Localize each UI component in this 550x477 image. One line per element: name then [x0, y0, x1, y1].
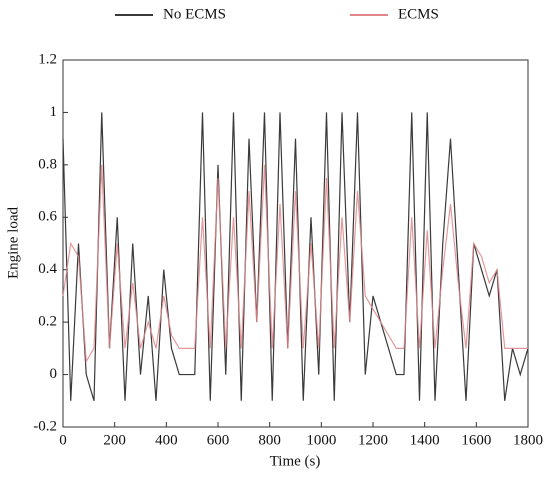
x-tick-label: 400 — [155, 432, 178, 448]
y-tick-label: 0.2 — [38, 314, 57, 330]
x-tick-label: 1400 — [410, 432, 440, 448]
x-tick-label: 1200 — [358, 432, 388, 448]
legend-label: ECMS — [398, 6, 439, 22]
x-tick-label: 1000 — [306, 432, 336, 448]
legend-label: No ECMS — [163, 6, 226, 22]
y-tick-label: 0.6 — [38, 209, 57, 225]
x-tick-label: 0 — [59, 432, 67, 448]
x-tick-label: 1800 — [513, 432, 543, 448]
x-tick-label: 200 — [103, 432, 126, 448]
y-tick-label: 0.8 — [38, 156, 57, 172]
x-axis-label: Time (s) — [270, 453, 321, 469]
y-tick-label: 0.4 — [38, 261, 57, 277]
x-tick-label: 600 — [207, 432, 230, 448]
data-line — [62, 164, 528, 364]
y-tick-label: 1.2 — [38, 51, 57, 67]
x-tick-label: 1600 — [461, 432, 491, 448]
y-axis-label: Engine load — [5, 206, 21, 279]
x-tick-label: 800 — [258, 432, 281, 448]
y-tick-label: -0.2 — [33, 418, 57, 434]
plot-frame — [62, 59, 529, 428]
y-tick-label: 0 — [50, 366, 58, 382]
y-tick-label: 1 — [50, 104, 58, 120]
data-line — [62, 112, 529, 401]
